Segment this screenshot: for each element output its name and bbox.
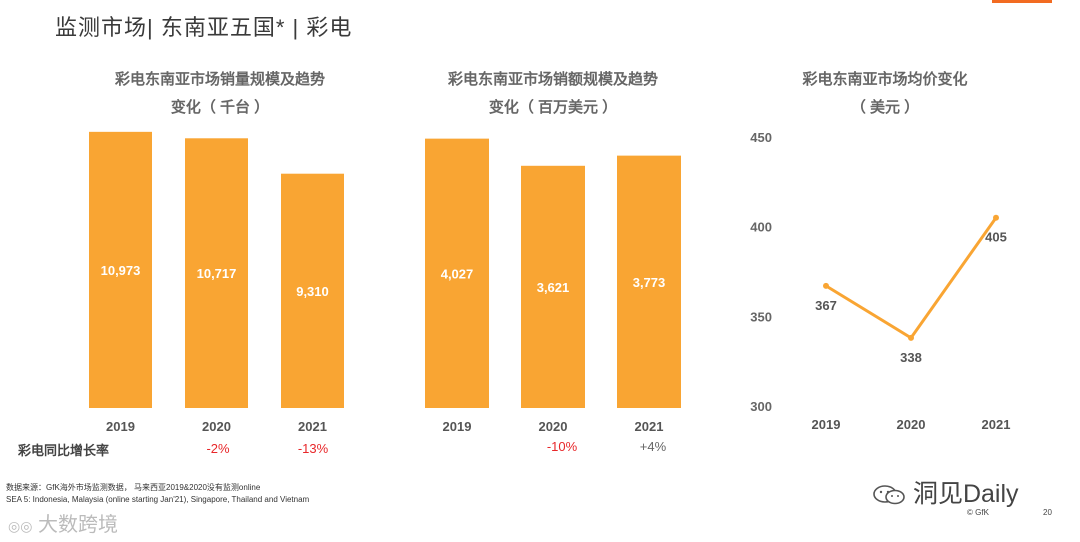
- source-note: 数据来源：GfK海外市场监测数据， 马来西亚2019&2020没有监测onlin…: [6, 482, 309, 506]
- chart1-x-tick-2019: 2019: [106, 419, 135, 434]
- watermark-left-text: 大数跨境: [38, 514, 118, 536]
- chart-2-title-line1: 彩电东南亚市场销额规模及趋势: [447, 71, 658, 88]
- chart-2-title: 彩电东南亚市场销额规模及趋势 变化（ 百万美元 ）: [403, 66, 703, 122]
- chart3-data-label-2021: 405: [985, 230, 1007, 245]
- chart1-data-label-2019: 10,973: [101, 263, 141, 278]
- chart2-data-label-2021: 3,773: [633, 275, 666, 290]
- chart3-point-2021: [993, 214, 999, 221]
- chart2-bar-2021: [617, 155, 681, 408]
- page-title: 监测市场| 东南亚五国* | 彩电: [55, 15, 353, 40]
- chart1-data-label-2021: 9,310: [296, 284, 329, 299]
- chart3-series-line: [825, 216, 998, 340]
- chart3-x-tick-2020: 2020: [897, 417, 926, 432]
- yoy-volume-2021: -13%: [297, 441, 329, 456]
- chart3-y-tick-300: 300: [750, 399, 772, 414]
- chart2-bar-2019: [425, 138, 489, 409]
- chart-3-title-line1: 彩电东南亚市场均价变化: [802, 71, 968, 88]
- watermark-right: 洞见Daily: [872, 474, 1019, 510]
- top-accent-bar: [992, 0, 1052, 3]
- chart-1-title-line2: 变化（ 千台 ）: [170, 99, 270, 116]
- yoy-label: 彩电同比增长率: [18, 443, 110, 458]
- chart2-data-label-2020: 3,621: [537, 280, 570, 295]
- chart1-bar-2021: [281, 173, 344, 408]
- chart3-data-label-2020: 338: [900, 350, 922, 365]
- chart3-data-label-2019: 367: [815, 298, 837, 313]
- chart1-x-tick-2020: 2020: [202, 419, 231, 434]
- chart3-x-tick-2019: 2019: [812, 417, 841, 432]
- avg-price-line-chart: 450 400 350 300 367 2019 338 2020 405 2021: [750, 130, 1010, 432]
- chart2-bar-2020: [521, 165, 585, 408]
- chart2-data-label-2019: 4,027: [441, 266, 474, 281]
- yoy-volume-2020: -2%: [206, 441, 230, 456]
- copyright: © GfK: [967, 508, 989, 517]
- chart-3-title-line2: （ 美元 ）: [850, 99, 920, 116]
- chart3-point-2019: [823, 282, 829, 289]
- chart2-x-tick-2020: 2020: [539, 419, 568, 434]
- watermark-logo-icon: ◎◎: [8, 518, 33, 534]
- chart-1-title-line1: 彩电东南亚市场销量规模及趋势: [114, 71, 325, 88]
- chart-1-title: 彩电东南亚市场销量规模及趋势 变化（ 千台 ）: [70, 66, 370, 122]
- chart1-data-label-2020: 10,717: [197, 266, 237, 281]
- source-line-2: SEA 5: Indonesia, Malaysia (online start…: [6, 495, 310, 504]
- chart3-x-tick-2021: 2021: [982, 417, 1011, 432]
- chart3-y-tick-400: 400: [750, 220, 772, 235]
- chart2-x-tick-2021: 2021: [635, 419, 664, 434]
- chart3-y-tick-350: 350: [750, 309, 772, 324]
- yoy-value-2020: -10%: [546, 439, 578, 454]
- watermark-right-text: 洞见Daily: [912, 480, 1019, 508]
- chart3-y-tick-450: 450: [750, 130, 772, 145]
- wechat-icon: [873, 485, 905, 505]
- chart1-x-tick-2021: 2021: [298, 419, 327, 434]
- chart1-bar-2019: [89, 131, 152, 408]
- watermark-left: ◎◎ 大数跨境: [8, 508, 118, 537]
- page-number: 20: [1043, 508, 1052, 517]
- chart3-point-2020: [908, 334, 914, 341]
- volume-bar-chart: 10,973 2019 10,717 2020 9,310 2021: [89, 131, 344, 434]
- chart1-bar-2020: [185, 138, 248, 409]
- chart-2-title-line2: 变化（ 百万美元 ）: [488, 99, 618, 116]
- chart-3-title: 彩电东南亚市场均价变化 （ 美元 ）: [760, 66, 1010, 122]
- chart2-x-tick-2019: 2019: [443, 419, 472, 434]
- source-line-1: 数据来源：GfK海外市场监测数据， 马来西亚2019&2020没有监测onlin…: [6, 483, 261, 492]
- value-bar-chart: 4,027 2019 3,621 2020 3,773 2021: [425, 138, 681, 434]
- yoy-value-2021: +4%: [639, 439, 667, 454]
